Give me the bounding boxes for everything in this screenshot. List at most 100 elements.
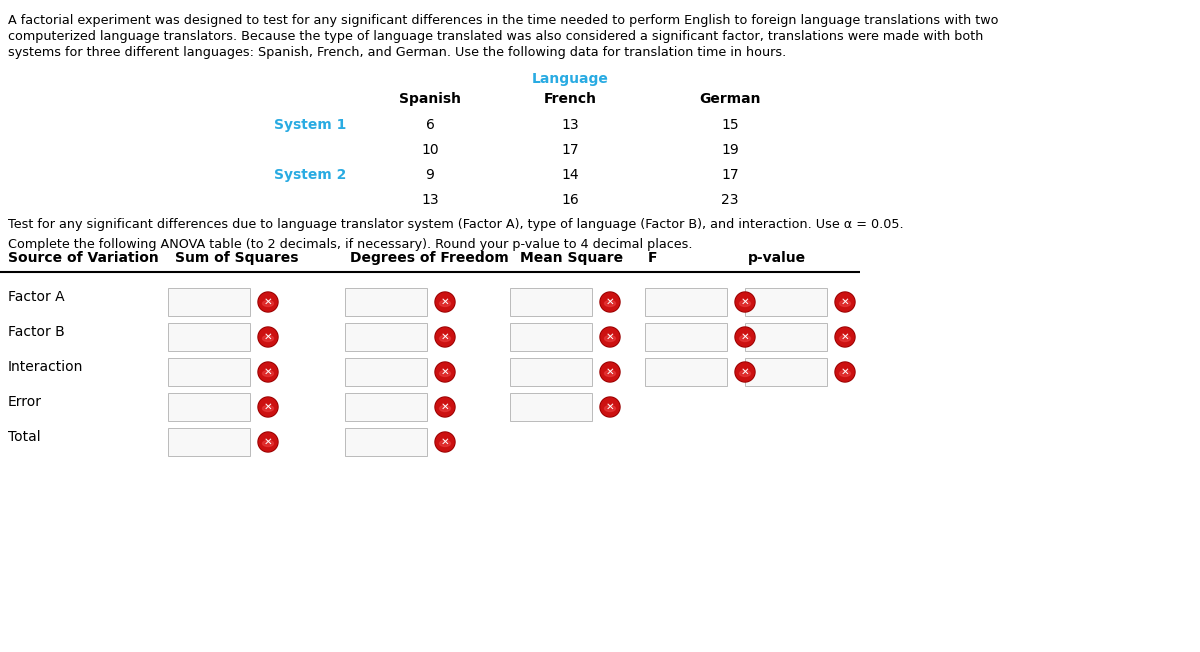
Text: ✕: ✕ — [264, 367, 272, 377]
Circle shape — [836, 363, 854, 381]
Text: Language: Language — [532, 72, 608, 86]
Text: Spanish: Spanish — [398, 92, 461, 106]
Ellipse shape — [439, 406, 450, 411]
Circle shape — [734, 327, 755, 347]
Text: 14: 14 — [562, 168, 578, 182]
Text: ✕: ✕ — [740, 332, 749, 342]
Text: 19: 19 — [721, 143, 739, 157]
Circle shape — [436, 397, 455, 417]
Text: ✕: ✕ — [740, 297, 749, 307]
Circle shape — [259, 363, 277, 381]
FancyBboxPatch shape — [168, 393, 250, 421]
FancyBboxPatch shape — [510, 393, 592, 421]
Text: Complete the following ANOVA table (to 2 decimals, if necessary). Round your p-v: Complete the following ANOVA table (to 2… — [8, 238, 692, 251]
Circle shape — [600, 397, 620, 417]
Text: ✕: ✕ — [440, 367, 449, 377]
Text: ✕: ✕ — [440, 437, 449, 447]
Ellipse shape — [605, 370, 616, 376]
Circle shape — [736, 293, 754, 311]
Text: ✕: ✕ — [440, 332, 449, 342]
Ellipse shape — [840, 370, 851, 376]
Text: ✕: ✕ — [841, 332, 850, 342]
Text: German: German — [700, 92, 761, 106]
Ellipse shape — [739, 370, 750, 376]
Ellipse shape — [840, 336, 851, 342]
Text: Test for any significant differences due to language translator system (Factor A: Test for any significant differences due… — [8, 218, 904, 231]
Circle shape — [600, 327, 620, 347]
Ellipse shape — [263, 406, 274, 411]
Circle shape — [258, 397, 278, 417]
Text: Factor B: Factor B — [8, 325, 65, 339]
Text: Degrees of Freedom: Degrees of Freedom — [350, 251, 509, 265]
FancyBboxPatch shape — [510, 358, 592, 386]
Ellipse shape — [739, 301, 750, 306]
Circle shape — [600, 362, 620, 382]
Text: 10: 10 — [421, 143, 439, 157]
Ellipse shape — [605, 406, 616, 411]
Text: ✕: ✕ — [440, 297, 449, 307]
Text: ✕: ✕ — [841, 367, 850, 377]
Text: ✕: ✕ — [606, 332, 614, 342]
Text: ✕: ✕ — [264, 332, 272, 342]
FancyBboxPatch shape — [745, 323, 827, 351]
Text: Mean Square: Mean Square — [520, 251, 623, 265]
Text: ✕: ✕ — [264, 297, 272, 307]
FancyBboxPatch shape — [646, 358, 727, 386]
Circle shape — [736, 363, 754, 381]
Circle shape — [836, 293, 854, 311]
Ellipse shape — [439, 336, 450, 342]
Ellipse shape — [263, 301, 274, 306]
Text: 6: 6 — [426, 118, 434, 132]
Ellipse shape — [605, 336, 616, 342]
Ellipse shape — [605, 301, 616, 306]
Text: Total: Total — [8, 430, 41, 444]
Text: 17: 17 — [562, 143, 578, 157]
Circle shape — [259, 398, 277, 416]
Text: 23: 23 — [721, 193, 739, 207]
Text: ✕: ✕ — [606, 367, 614, 377]
Ellipse shape — [439, 301, 450, 306]
Circle shape — [835, 362, 854, 382]
Text: Factor A: Factor A — [8, 290, 65, 304]
Ellipse shape — [439, 370, 450, 376]
Circle shape — [259, 433, 277, 451]
Text: ✕: ✕ — [606, 297, 614, 307]
Text: ✕: ✕ — [264, 437, 272, 447]
FancyBboxPatch shape — [168, 358, 250, 386]
Circle shape — [436, 433, 454, 451]
Text: ✕: ✕ — [740, 367, 749, 377]
Text: A factorial experiment was designed to test for any significant differences in t: A factorial experiment was designed to t… — [8, 14, 998, 27]
Text: ✕: ✕ — [841, 297, 850, 307]
FancyBboxPatch shape — [745, 358, 827, 386]
Circle shape — [835, 327, 854, 347]
Text: 13: 13 — [562, 118, 578, 132]
Circle shape — [258, 432, 278, 452]
FancyBboxPatch shape — [646, 288, 727, 316]
Text: Sum of Squares: Sum of Squares — [175, 251, 299, 265]
FancyBboxPatch shape — [168, 288, 250, 316]
Circle shape — [436, 327, 455, 347]
Text: Source of Variation: Source of Variation — [8, 251, 158, 265]
Text: System 2: System 2 — [274, 168, 346, 182]
Circle shape — [436, 293, 454, 311]
Text: ✕: ✕ — [440, 402, 449, 412]
Text: 15: 15 — [721, 118, 739, 132]
Ellipse shape — [263, 370, 274, 376]
FancyBboxPatch shape — [510, 288, 592, 316]
Text: Error: Error — [8, 395, 42, 409]
FancyBboxPatch shape — [346, 288, 427, 316]
Text: computerized language translators. Because the type of language translated was a: computerized language translators. Becau… — [8, 30, 983, 43]
Text: ✕: ✕ — [606, 402, 614, 412]
Text: French: French — [544, 92, 596, 106]
Ellipse shape — [263, 441, 274, 447]
Circle shape — [436, 328, 454, 346]
Text: ✕: ✕ — [264, 402, 272, 412]
Circle shape — [601, 293, 619, 311]
FancyBboxPatch shape — [346, 393, 427, 421]
FancyBboxPatch shape — [646, 323, 727, 351]
Ellipse shape — [263, 336, 274, 342]
FancyBboxPatch shape — [510, 323, 592, 351]
Circle shape — [258, 362, 278, 382]
FancyBboxPatch shape — [745, 288, 827, 316]
Circle shape — [601, 328, 619, 346]
